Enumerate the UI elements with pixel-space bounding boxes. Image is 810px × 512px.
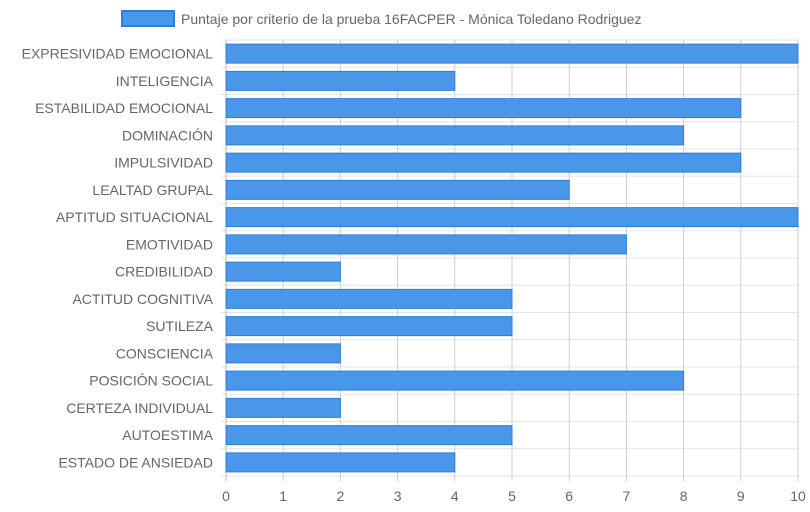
bar[interactable] — [225, 370, 685, 391]
category-label: CREDIBILIDAD — [115, 264, 213, 280]
x-tick-label: 4 — [451, 488, 459, 504]
bar[interactable] — [225, 234, 627, 255]
bar[interactable] — [225, 98, 742, 119]
category-label: AUTOESTIMA — [122, 427, 213, 443]
category-label: ESTADO DE ANSIEDAD — [58, 454, 213, 470]
bar[interactable] — [225, 316, 513, 337]
category-label: DOMINACIÓN — [122, 127, 213, 143]
x-axis: 0 1 2 3 4 5 6 7 8 9 10 — [222, 488, 806, 504]
category-label: EXPRESIVIDAD EMOCIONAL — [22, 46, 214, 62]
bar[interactable] — [225, 452, 456, 473]
x-tick-label: 5 — [508, 488, 516, 504]
legend[interactable]: Puntaje por criterio de la prueba 16FACP… — [121, 10, 641, 27]
category-label: APTITUD SITUACIONAL — [56, 209, 213, 225]
category-label: SUTILEZA — [146, 318, 214, 334]
category-label: CONSCIENCIA — [116, 345, 214, 361]
x-tick-label: 2 — [337, 488, 345, 504]
category-label: EMOTIVIDAD — [126, 236, 213, 252]
legend-label: Puntaje por criterio de la prueba 16FACP… — [181, 11, 641, 27]
gridlines — [221, 39, 799, 481]
x-tick-label: 1 — [279, 488, 287, 504]
legend-swatch — [121, 10, 175, 27]
bar[interactable] — [225, 425, 513, 446]
category-label: POSICIÓN SOCIAL — [89, 373, 213, 389]
bar[interactable] — [225, 397, 341, 418]
bar[interactable] — [225, 43, 799, 64]
category-label: ESTABILIDAD EMOCIONAL — [35, 100, 213, 116]
bars: EXPRESIVIDAD EMOCIONAL INTELIGENCIA ESTABI… — [22, 43, 799, 473]
bar[interactable] — [225, 288, 513, 309]
bar[interactable] — [225, 261, 341, 282]
category-label: IMPULSIVIDAD — [114, 155, 213, 171]
bar[interactable] — [225, 152, 742, 173]
x-tick-label: 7 — [623, 488, 631, 504]
bar[interactable] — [225, 70, 456, 91]
x-tick-label: 3 — [394, 488, 402, 504]
x-tick-label: 9 — [737, 488, 745, 504]
x-tick-label: 6 — [565, 488, 573, 504]
x-tick-label: 0 — [222, 488, 230, 504]
category-label: ACTITUD COGNITIVA — [72, 291, 213, 307]
bar[interactable] — [225, 343, 341, 364]
category-label: INTELIGENCIA — [116, 73, 214, 89]
x-tick-label: 10 — [790, 488, 806, 504]
category-label: CERTEZA INDIVIDUAL — [66, 400, 213, 416]
bar[interactable] — [225, 125, 685, 146]
x-tick-label: 8 — [680, 488, 688, 504]
bar[interactable] — [225, 207, 799, 228]
category-label: LEALTAD GRUPAL — [92, 182, 213, 198]
bar[interactable] — [225, 179, 570, 200]
